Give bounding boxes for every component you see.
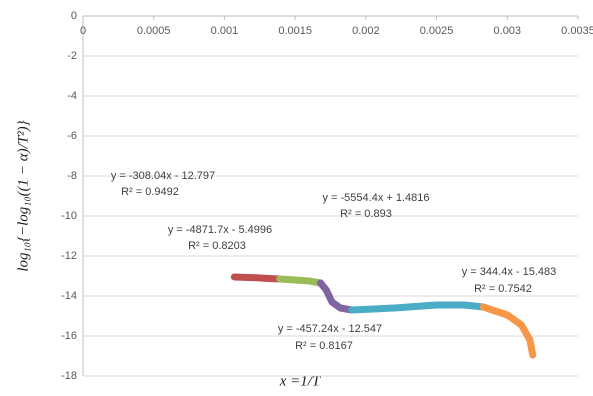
data-line xyxy=(479,303,537,359)
x-axis-title: x =1/T xyxy=(279,373,322,389)
y-tick-label: -18 xyxy=(61,370,77,382)
x-tick-label: 0.0005 xyxy=(137,25,171,37)
data-line xyxy=(317,279,356,314)
y-tick-label: -8 xyxy=(67,170,77,182)
y-axis-title: log₁₀{−log₁₀((1 − α)/T²)} xyxy=(15,120,31,271)
trendline-r2: R² = 0.8167 xyxy=(295,340,353,352)
y-tick-label: -6 xyxy=(67,130,77,142)
trendline-r2: R² = 0.9492 xyxy=(121,186,179,198)
y-tick-label: -12 xyxy=(61,250,77,262)
x-tick-label: 0.003 xyxy=(494,25,522,37)
x-tick-label: 0.0015 xyxy=(278,25,312,37)
trendline-r2: R² = 0.893 xyxy=(340,208,392,220)
x-tick-label: 0.0025 xyxy=(420,25,454,37)
y-tick-label: -16 xyxy=(61,330,77,342)
data-line xyxy=(230,273,284,283)
trendline-equation: y = -4871.7x - 5.4996 xyxy=(168,224,272,236)
trendline-equation: y = -308.04x - 12.797 xyxy=(111,170,215,182)
trendline-equation: y = 344.4x - 15.483 xyxy=(462,266,556,278)
x-tick-label: 0.002 xyxy=(352,25,380,37)
y-tick-label: -10 xyxy=(61,210,77,222)
trendline-r2: R² = 0.8203 xyxy=(188,240,246,252)
y-tick-label: -14 xyxy=(61,290,77,302)
x-tick-label: 0.0035 xyxy=(561,25,593,37)
trendline-equation: y = -5554.4x + 1.4816 xyxy=(322,192,429,204)
y-tick-label: -4 xyxy=(67,90,77,102)
data-line xyxy=(348,301,487,314)
x-tick-label: 0 xyxy=(80,25,86,37)
trendline-equation: y = -457.24x - 12.547 xyxy=(278,323,382,335)
y-tick-label: 0 xyxy=(71,10,77,22)
y-tick-label: -2 xyxy=(67,50,77,62)
x-tick-label: 0.001 xyxy=(211,25,239,37)
data-line xyxy=(276,275,325,287)
trendline-r2: R² = 0.7542 xyxy=(474,283,532,295)
